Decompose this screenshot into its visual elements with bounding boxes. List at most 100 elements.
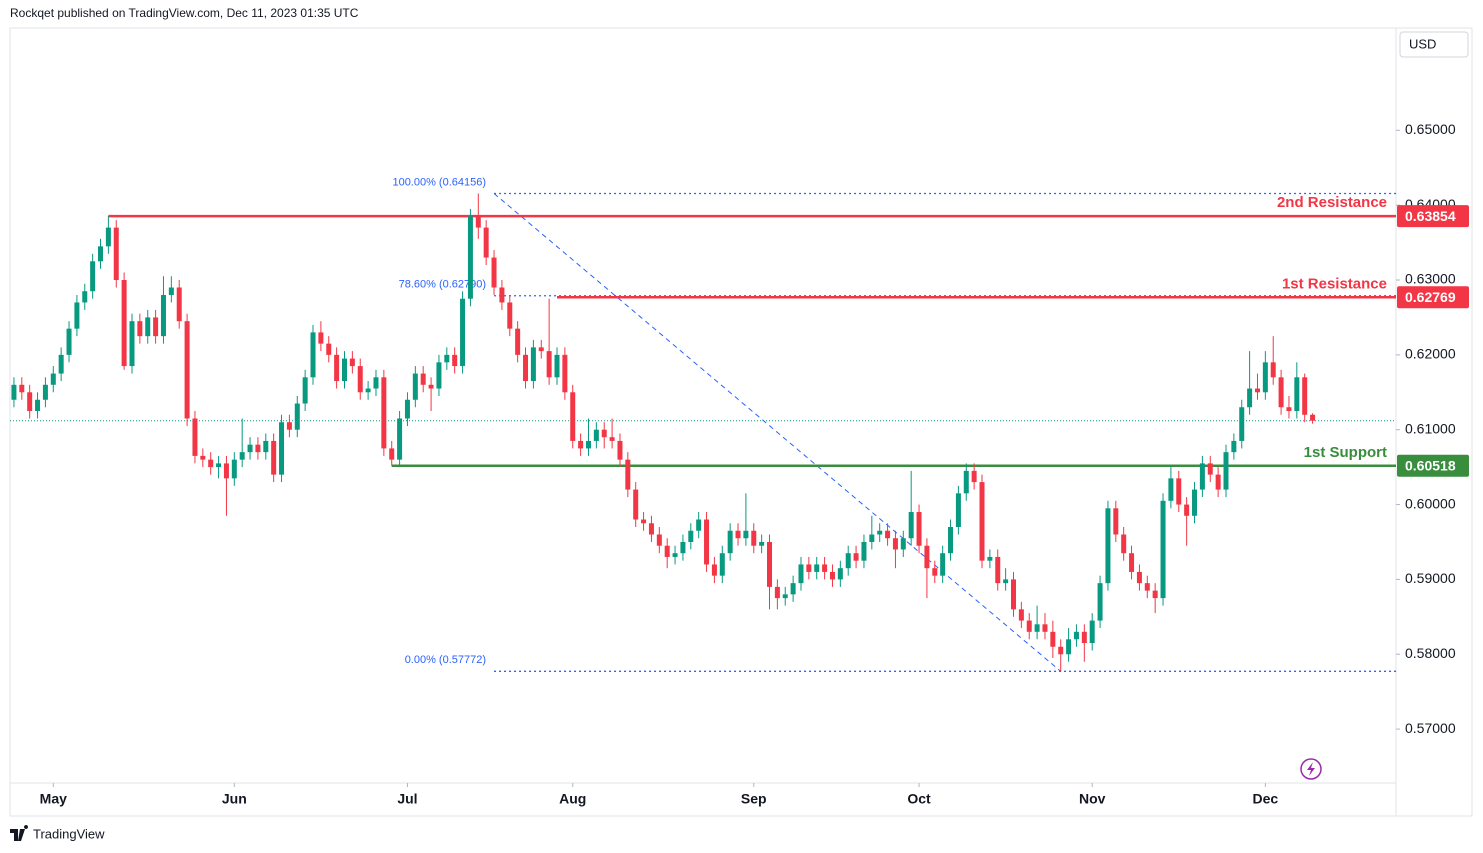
candle-body <box>711 564 717 576</box>
candle-body <box>420 373 426 385</box>
candle-body <box>829 571 835 580</box>
candle-body <box>397 418 403 460</box>
candle-body <box>491 257 497 288</box>
candle-body <box>74 302 80 329</box>
candle-body <box>105 227 111 247</box>
candle-body <box>1286 407 1292 411</box>
candle-body <box>310 332 316 378</box>
candle-body <box>774 586 780 599</box>
x-tick-label: Aug <box>559 791 586 807</box>
candle-body <box>19 384 25 393</box>
candle-body <box>286 422 292 430</box>
candle-body <box>633 489 639 520</box>
candle-body <box>853 553 859 561</box>
candle-body <box>515 328 521 355</box>
candle-body <box>452 354 458 367</box>
x-tick-label: May <box>40 791 67 807</box>
y-tick-label: 0.63000 <box>1405 271 1456 287</box>
candle-body <box>971 470 977 483</box>
candle-body <box>1050 631 1056 647</box>
candle-body <box>1010 579 1016 610</box>
candle-body <box>735 530 741 539</box>
candle-body <box>1254 388 1260 393</box>
level-name: 2nd Resistance <box>1277 194 1387 211</box>
x-tick-label: Nov <box>1079 791 1106 807</box>
candle-body <box>483 227 489 258</box>
fib-level-label: 78.60% (0.62790) <box>399 279 486 291</box>
currency-button[interactable] <box>1399 31 1469 58</box>
candle-body <box>1223 452 1229 490</box>
candle-body <box>751 530 757 546</box>
lightning-glyph <box>1307 762 1315 776</box>
candle-body <box>530 347 536 382</box>
candle-body <box>302 377 308 404</box>
candle-body <box>948 527 954 554</box>
candle-body <box>1073 631 1079 640</box>
candle-body <box>1089 620 1095 644</box>
candle-body <box>570 392 576 441</box>
candle-body <box>1003 579 1009 584</box>
candle-body <box>680 541 686 554</box>
candle-body <box>145 317 151 337</box>
y-tick-label: 0.61000 <box>1405 420 1456 436</box>
y-tick-label: 0.65000 <box>1405 121 1456 137</box>
candle-body <box>341 358 347 382</box>
price-badge-label: 0.63854 <box>1405 208 1456 224</box>
currency-label[interactable]: USD <box>1409 36 1436 51</box>
candle-body <box>1215 474 1221 490</box>
candle-body <box>294 403 300 430</box>
candle-body <box>1262 362 1268 393</box>
candle-body <box>1129 553 1135 572</box>
candle-body <box>664 545 670 557</box>
lightning-icon[interactable] <box>1300 758 1322 780</box>
candle-body <box>444 354 450 363</box>
candle-body <box>208 459 214 468</box>
candle-body <box>1097 583 1103 621</box>
candle-body <box>1231 440 1237 453</box>
candle-body <box>790 583 796 595</box>
candle-body <box>1136 571 1142 584</box>
candle-body <box>404 399 410 419</box>
candle-body <box>1066 639 1072 655</box>
candle-body <box>113 227 119 281</box>
candle-body <box>538 347 544 352</box>
candle-body <box>129 321 135 367</box>
candle-body <box>617 440 623 460</box>
chart-frame <box>9 27 1473 817</box>
candle-body <box>877 530 883 535</box>
candle-body <box>1152 590 1158 599</box>
candle-body <box>27 392 33 411</box>
candle-body <box>499 287 505 303</box>
candle-body <box>885 530 891 539</box>
candle-body <box>271 440 277 475</box>
candle-body <box>1160 500 1166 599</box>
candle-body <box>743 530 749 539</box>
candle-body <box>357 366 363 393</box>
candle-body <box>1168 478 1174 501</box>
candle-body <box>641 519 647 524</box>
candle-body <box>656 534 662 546</box>
candle-body <box>192 418 198 456</box>
candle-body <box>428 384 434 389</box>
candle-body <box>467 216 473 299</box>
footer-brand: TradingView <box>33 826 105 841</box>
candle-body <box>326 343 332 355</box>
candle-body <box>727 530 733 554</box>
candle-body <box>908 512 914 539</box>
candle-body <box>1239 407 1245 441</box>
candle-body <box>767 541 773 587</box>
candle-body <box>782 594 788 599</box>
candle-body <box>585 440 591 449</box>
candle-body <box>924 545 930 569</box>
candle-body <box>1105 508 1111 584</box>
candle-body <box>42 384 48 400</box>
candle-body <box>1192 489 1198 516</box>
price-badge-label: 0.62769 <box>1405 289 1456 305</box>
candle-body <box>247 444 253 453</box>
candle-body <box>1018 609 1024 621</box>
candle-body <box>1113 508 1119 535</box>
candle-body <box>200 455 206 460</box>
candle-body <box>223 463 229 479</box>
candle-body <box>1278 377 1284 408</box>
candle-body <box>1081 631 1087 644</box>
